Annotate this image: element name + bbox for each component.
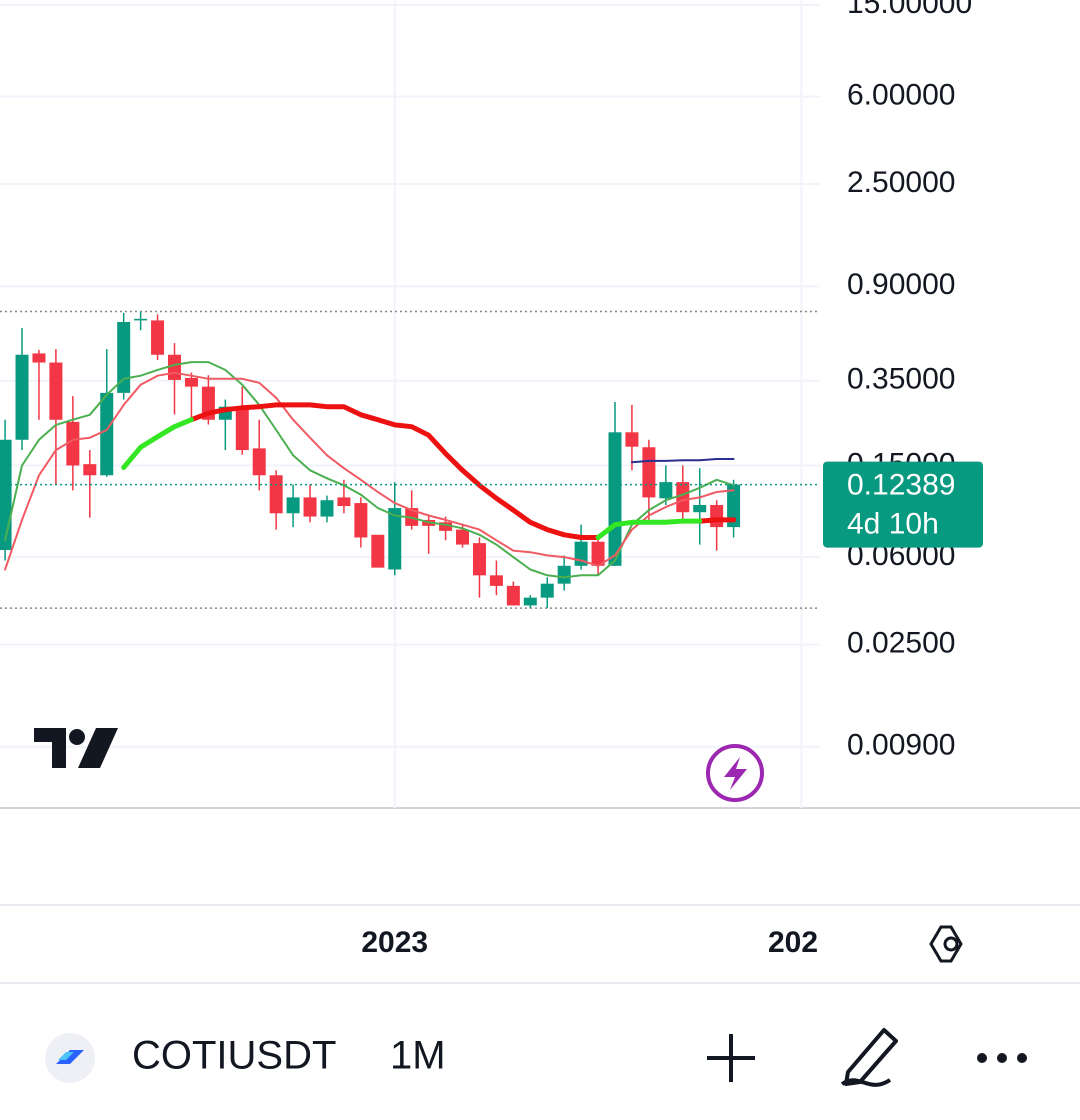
y-tick-label: 0.02500 [847,627,955,660]
indicator-line [188,402,737,540]
draw-button[interactable] [840,1028,898,1087]
candle-body [591,541,605,566]
x-tick-label: 202 [768,926,818,959]
plot [0,310,820,609]
x-tick-label: 2023 [361,926,428,959]
candle-body [32,353,46,363]
candle-body [354,503,368,538]
y-tick-label: 6.00000 [847,79,955,112]
candle-body [320,500,334,517]
symbol-icon[interactable] [45,1033,95,1083]
more-button[interactable] [977,1053,1027,1063]
candle-body [472,543,486,576]
candle-body [642,447,656,498]
candle-body [134,318,148,321]
grid [0,0,820,808]
candle-body [727,484,741,528]
candle-body [100,392,114,476]
settings-button[interactable] [929,925,963,963]
candle-body [489,575,503,586]
candle-body [49,362,63,420]
candle-body [15,354,29,440]
last-price-box [823,461,983,548]
candle-body [286,497,300,514]
candle-body [625,432,639,447]
candle-body [235,406,249,451]
candle-body [252,448,266,476]
candle-body [523,597,537,606]
countdown: 4d 10h [847,508,939,541]
indicator-line [630,458,735,464]
candle-body [439,522,453,531]
symbol[interactable]: COTIUSDT [132,1034,336,1078]
y-tick-label: 0.90000 [847,268,955,301]
candle-body [540,583,554,598]
background [0,807,1080,984]
candle-body [557,565,571,584]
y-tick-label: 2.50000 [847,166,955,199]
candle-body [168,354,182,380]
y-tick-label: 0.35000 [847,363,955,396]
interval[interactable]: 1M [390,1034,446,1078]
last-price-label: 0.12389 [847,469,955,502]
candle-body [269,475,283,514]
indicator-line [4,361,735,579]
candle-body [117,321,131,393]
candle-body [184,377,198,387]
candle-body [676,482,690,513]
candle-body [693,505,707,513]
add-button[interactable] [707,1034,755,1082]
candle-body [83,464,97,476]
candle-body [608,432,622,566]
candle-body [303,497,317,517]
lightning-button[interactable] [706,744,764,802]
candle-body [66,421,80,466]
y-tick-label: 0.00900 [847,729,955,762]
tradingview-logo [34,728,118,768]
candle-body [506,585,520,606]
candle-body [0,439,12,551]
candle-body [371,534,385,568]
candle-body [151,320,165,355]
candle-body [659,482,673,499]
y-tick-label: 15.00000 [847,0,972,20]
indicator-line [121,417,703,540]
candle-body [456,529,470,545]
candle-body [710,505,724,528]
candle-body [337,497,351,507]
indicator-line [4,371,735,571]
candle-body [388,508,402,570]
